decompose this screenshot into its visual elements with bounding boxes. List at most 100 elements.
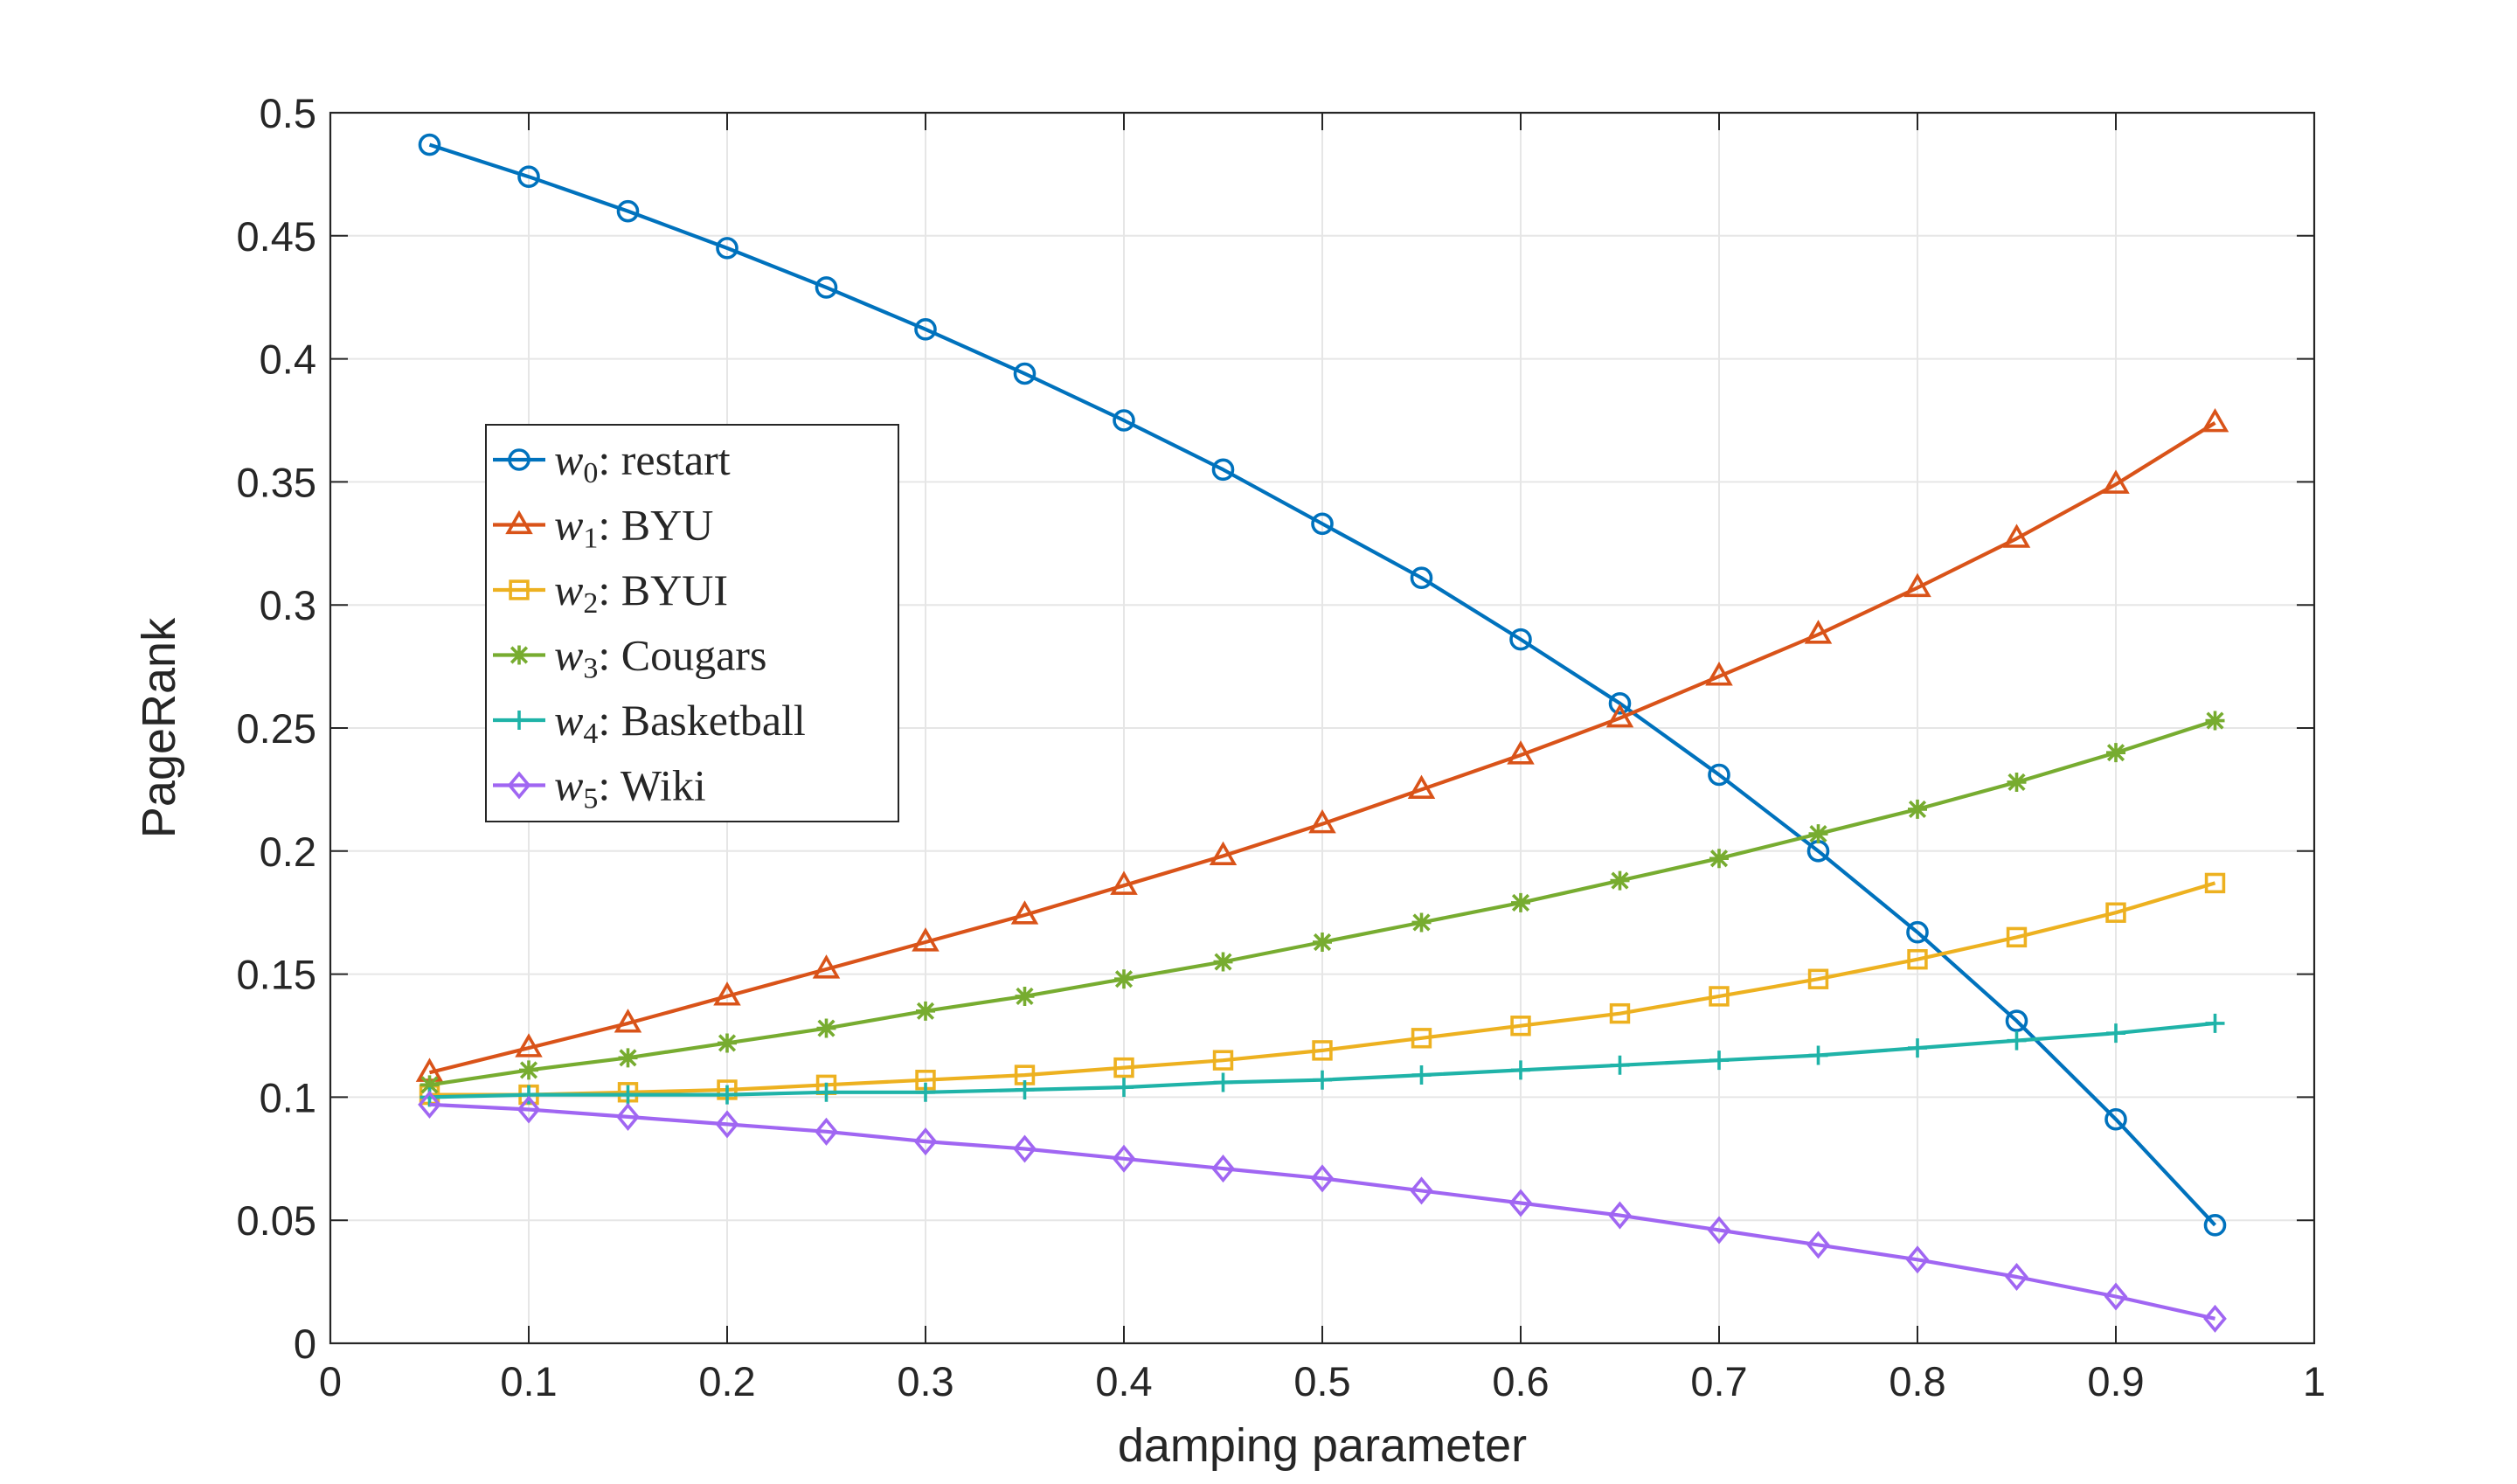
- legend-marker: [507, 771, 531, 800]
- data-point: [1213, 1072, 1233, 1092]
- data-point: [2106, 1023, 2125, 1044]
- data-point: [2104, 1107, 2127, 1131]
- data-point: [618, 1048, 638, 1068]
- data-point: [1708, 763, 1730, 787]
- y-tick-label: 0.1: [260, 1074, 316, 1120]
- data-point: [1511, 892, 1530, 912]
- x-tick-label: 0.6: [1492, 1358, 1549, 1404]
- data-point: [1709, 986, 1730, 1007]
- data-point: [1508, 1189, 1533, 1217]
- x-tick-label: 0.3: [897, 1358, 953, 1404]
- x-tick-label: 0.7: [1690, 1358, 1747, 1404]
- data-point: [1609, 1002, 1631, 1024]
- y-tick-label: 0.5: [260, 90, 316, 136]
- data-point: [1211, 1155, 1235, 1183]
- data-point: [2105, 902, 2126, 923]
- data-point: [618, 1085, 638, 1105]
- data-point: [616, 1102, 640, 1131]
- legend-label: w3: Cougars: [554, 631, 766, 685]
- data-point: [1114, 1078, 1134, 1098]
- data-point: [1807, 968, 1829, 989]
- data-point: [1510, 1016, 1531, 1037]
- data-point: [912, 927, 940, 952]
- legend-text: : BYU: [598, 501, 713, 550]
- x-tick-label: 0.4: [1095, 1358, 1152, 1404]
- legend-subscript: 4: [583, 718, 598, 750]
- y-tick-labels: 0 0.05 0.1 0.15 0.2 0.25 0.3 0.35 0.4 0.45 0.5: [237, 90, 316, 1367]
- legend-symbol: w: [554, 631, 583, 680]
- data-point: [519, 1085, 538, 1105]
- legend-item: w3: Cougars: [493, 631, 766, 685]
- data-point: [1509, 628, 1532, 651]
- series-5: [418, 1090, 2227, 1333]
- legend-label: w4: Basketball: [554, 696, 806, 750]
- data-point: [2005, 1009, 2028, 1032]
- series-0: [418, 133, 2227, 1237]
- data-point: [1308, 809, 1336, 834]
- data-point: [1906, 920, 1929, 944]
- legend-label: w0: restart: [554, 435, 731, 489]
- data-point: [1410, 1176, 1433, 1205]
- legend-marker: [510, 645, 529, 665]
- legend-subscript: 0: [583, 457, 598, 489]
- data-point: [815, 276, 838, 299]
- legend-symbol: w: [554, 501, 583, 550]
- data-point: [517, 165, 540, 189]
- data-point: [1610, 870, 1630, 891]
- data-point: [713, 981, 741, 1006]
- data-point: [1013, 1134, 1037, 1163]
- data-point: [1707, 1216, 1731, 1245]
- legend-item: w4: Basketball: [493, 696, 806, 750]
- legend-subscript: 3: [583, 653, 598, 685]
- data-point: [914, 318, 937, 341]
- series-line: [428, 142, 2217, 1227]
- data-point: [1608, 1201, 1632, 1230]
- data-point: [1905, 1245, 1930, 1274]
- legend-marker: [509, 579, 530, 600]
- x-tick-label: 0.2: [698, 1358, 755, 1404]
- data-point: [1709, 1051, 1729, 1071]
- data-point: [1013, 362, 1037, 385]
- legend-item: w0: restart: [493, 435, 731, 489]
- legend-marker: [510, 711, 529, 730]
- legend-symbol: w: [554, 761, 583, 810]
- data-point: [1610, 1055, 1630, 1075]
- x-tick-label: 0: [319, 1358, 342, 1404]
- x-tick-label: 1: [2303, 1358, 2326, 1404]
- x-tick-label: 0.1: [500, 1358, 557, 1404]
- x-tick-label: 0.5: [1293, 1358, 1350, 1404]
- y-tick-label: 0.35: [237, 459, 316, 505]
- legend-box: [485, 424, 899, 822]
- y-tick-label: 0.4: [260, 336, 316, 383]
- data-point: [913, 1127, 938, 1156]
- data-point: [1908, 1038, 1927, 1058]
- data-point: [418, 133, 441, 156]
- data-point: [1113, 409, 1135, 432]
- data-point: [1709, 849, 1729, 869]
- legend-text: : Basketball: [598, 696, 805, 745]
- data-point: [718, 1085, 737, 1105]
- data-point: [1608, 692, 1632, 715]
- legend-subscript: 1: [583, 523, 598, 555]
- data-point: [1212, 1050, 1234, 1071]
- data-point: [715, 1110, 739, 1139]
- legend-label: w5: Wiki: [554, 761, 706, 815]
- legend-label: w1: BYU: [554, 501, 713, 555]
- y-tick-label: 0.3: [260, 582, 316, 628]
- data-point: [418, 1090, 441, 1119]
- legend-symbol: w: [554, 565, 583, 614]
- data-point: [1804, 620, 1833, 644]
- data-point: [1312, 1040, 1333, 1061]
- data-point: [519, 1060, 538, 1080]
- data-point: [1313, 1070, 1332, 1090]
- data-point: [515, 1033, 543, 1058]
- x-tick-label: 0.8: [1889, 1358, 1945, 1404]
- data-point: [1908, 799, 1927, 819]
- legend-label: w2: BYUI: [554, 565, 728, 620]
- data-point: [916, 1082, 935, 1102]
- data-point: [1507, 740, 1535, 765]
- data-point: [815, 1117, 838, 1146]
- data-point: [716, 237, 738, 260]
